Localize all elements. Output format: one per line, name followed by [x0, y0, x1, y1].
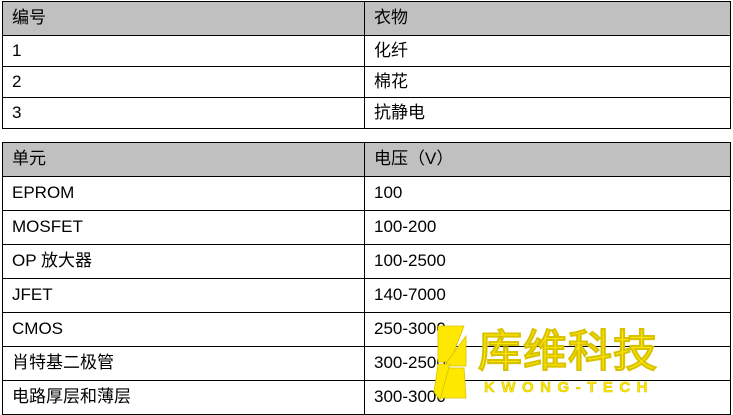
- cell-voltage: 100-200: [364, 210, 731, 245]
- column-header-voltage: 电压（V）: [364, 142, 731, 177]
- cell-voltage: 250-3000: [364, 312, 731, 347]
- cell-id: 3: [2, 97, 365, 129]
- table-row: CMOS 250-3000: [2, 312, 731, 347]
- cell-voltage: 100: [364, 176, 731, 211]
- cell-id: 1: [2, 35, 365, 67]
- column-header-clothing: 衣物: [364, 1, 731, 36]
- cell-id: 2: [2, 66, 365, 98]
- table-header-row: 编号 衣物: [2, 1, 731, 36]
- cell-clothing: 化纤: [364, 35, 731, 67]
- cell-unit: OP 放大器: [2, 244, 365, 279]
- cell-unit: 肖特基二极管: [2, 346, 365, 381]
- cell-unit: CMOS: [2, 312, 365, 347]
- table-row: 电路厚层和薄层 300-3000: [2, 380, 731, 415]
- cell-voltage: 300-3000: [364, 380, 731, 415]
- cell-voltage: 140-7000: [364, 278, 731, 313]
- table-row: EPROM 100: [2, 176, 731, 211]
- cell-unit: MOSFET: [2, 210, 365, 245]
- table-row: 2 棉花: [2, 66, 731, 98]
- column-header-id: 编号: [2, 1, 365, 36]
- table-row: 3 抗静电: [2, 97, 731, 129]
- table-row: MOSFET 100-200: [2, 210, 731, 245]
- column-header-unit: 单元: [2, 142, 365, 177]
- cell-voltage: 300-2500: [364, 346, 731, 381]
- table-row: OP 放大器 100-2500: [2, 244, 731, 279]
- cell-unit: 电路厚层和薄层: [2, 380, 365, 415]
- table-row: JFET 140-7000: [2, 278, 731, 313]
- table-header-row: 单元 电压（V）: [2, 142, 731, 177]
- table-row: 肖特基二极管 300-2500: [2, 346, 731, 381]
- cell-unit: JFET: [2, 278, 365, 313]
- clothing-table: 编号 衣物 1 化纤 2 棉花 3 抗静电: [2, 1, 731, 129]
- cell-voltage: 100-2500: [364, 244, 731, 279]
- voltage-table: 单元 电压（V） EPROM 100 MOSFET 100-200 OP 放大器…: [2, 142, 731, 415]
- cell-clothing: 抗静电: [364, 97, 731, 129]
- table-row: 1 化纤: [2, 35, 731, 67]
- cell-clothing: 棉花: [364, 66, 731, 98]
- cell-unit: EPROM: [2, 176, 365, 211]
